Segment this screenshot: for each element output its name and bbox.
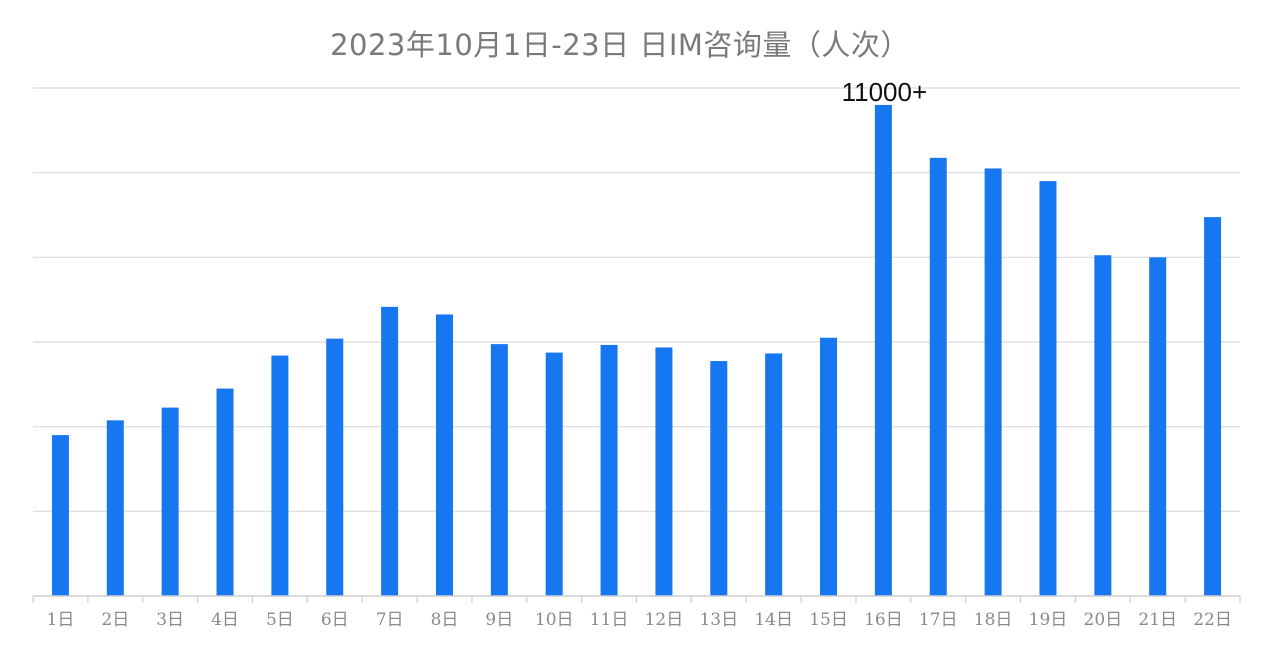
x-tick-label: 11日 [590,610,629,630]
x-tick-label: 16日 [864,610,903,630]
x-tick-label: 4日 [211,610,239,630]
x-tick-label: 12日 [645,610,684,630]
x-axis [32,595,1241,603]
x-tick-label: 9日 [485,610,513,630]
bar-20日 [1094,255,1112,596]
bar-2日 [106,420,124,596]
bar-6日 [326,338,344,596]
x-tick-label: 5日 [266,610,294,630]
data-label: 11000+ [842,77,928,107]
bar-17日 [929,157,947,596]
labels: 1日 2日 3日 4日 5日 6日 7日 8日 9日 10日 11日 12日 13日 14日 15日 16日 1… [47,77,1232,630]
x-tick-label: 8日 [431,610,459,630]
bar-10日 [545,352,563,596]
bar-4日 [216,388,234,596]
bar-12日 [655,347,673,596]
bar-14日 [765,353,783,596]
bar-21日 [1149,257,1167,596]
x-tick-label: 18日 [974,610,1013,630]
bar-16日 [874,104,892,596]
x-tick-label: 7日 [376,610,404,630]
bar-15日 [820,337,838,596]
gridlines [33,87,1240,512]
x-tick-label: 15日 [809,610,848,630]
x-tick-label: 3日 [156,610,184,630]
bar-5日 [271,355,289,596]
x-tick-label: 14日 [754,610,793,630]
chart-title: 2023年10月1日-23日 日IM咨询量（人次） [330,28,910,62]
bar-7日 [381,306,399,596]
bar-18日 [984,168,1002,596]
bar-22日 [1204,217,1222,596]
bar-3日 [161,407,179,596]
x-tick-label: 17日 [919,610,958,630]
bar-19日 [1039,181,1057,596]
bar-13日 [710,361,728,596]
x-tick-label: 19日 [1029,610,1068,630]
bars [51,104,1222,596]
x-tick-label: 20日 [1084,610,1123,630]
bar-9日 [490,344,508,596]
x-tick-label: 10日 [535,610,574,630]
x-tick-label: 13日 [699,610,738,630]
x-tick-label: 6日 [321,610,349,630]
bar-1日 [51,435,69,596]
x-tick-label: 22日 [1193,610,1232,630]
bar-11日 [600,344,618,596]
x-tick-label: 1日 [47,610,75,630]
x-tick-label: 2日 [101,610,129,630]
bar-8日 [435,314,453,596]
x-tick-label: 21日 [1138,610,1177,630]
